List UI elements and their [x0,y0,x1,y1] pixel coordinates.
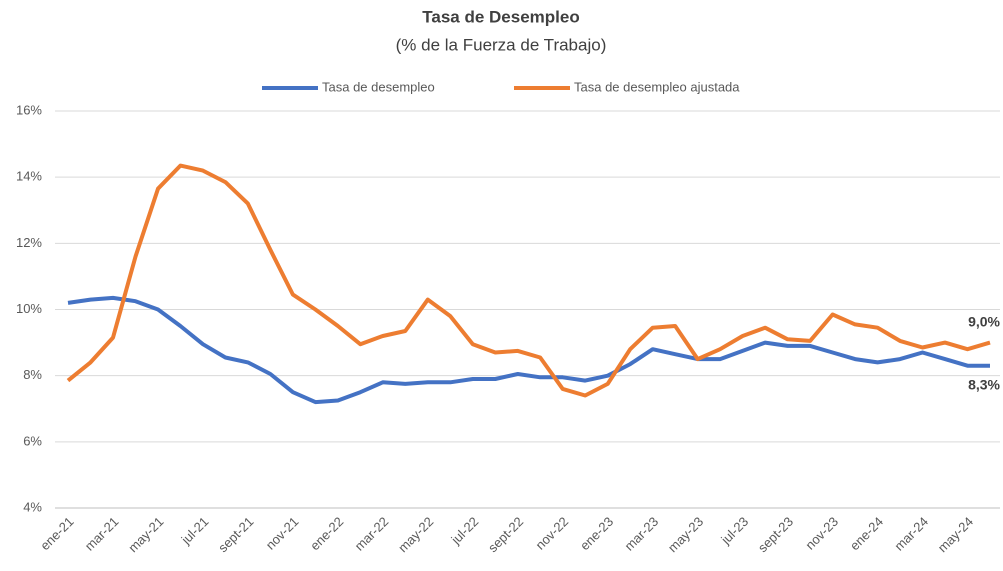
line-series [66,163,991,398]
x-tick-label: nov-22 [533,514,572,553]
legend-label: Tasa de desempleo ajustada [574,79,740,94]
chart-subtitle: (% de la Fuerza de Trabajo) [396,35,607,54]
x-tick-label: sept-21 [215,514,256,555]
x-tick-label: nov-21 [263,514,302,553]
line-series [67,295,990,405]
y-tick-label: 10% [16,301,42,316]
y-tick-label: 6% [23,433,42,448]
x-tick-label: may-21 [125,514,166,555]
x-tick-label: sept-23 [755,514,796,555]
x-tick-label: sept-22 [485,514,526,555]
x-tick-label: may-22 [395,514,436,555]
y-tick-label: 8% [23,367,42,382]
x-tick-label: ene-22 [307,514,346,553]
x-tick-label: ene-21 [37,514,76,553]
x-tick-label: mar-21 [82,514,122,554]
y-tick-label: 14% [16,169,42,184]
data-label: 8,3% [968,376,1000,392]
x-tick-label: jul-23 [717,514,751,548]
legend-label: Tasa de desempleo [322,79,435,94]
x-tick-label: jul-21 [178,514,212,548]
x-tick-label: mar-22 [352,514,392,554]
y-tick-label: 16% [16,102,42,117]
x-tick-label: may-24 [935,514,976,555]
x-tick-label: mar-23 [622,514,662,554]
x-tick-label: jul-22 [448,514,482,548]
x-tick-label: mar-24 [891,514,931,554]
x-tick-label: ene-23 [577,514,616,553]
chart-title: Tasa de Desempleo [422,7,579,26]
data-label: 9,0% [968,313,1000,329]
y-tick-label: 4% [23,499,42,514]
x-tick-label: may-23 [665,514,706,555]
y-tick-label: 12% [16,235,42,250]
x-tick-label: ene-24 [847,514,886,553]
x-tick-label: nov-23 [802,514,841,553]
